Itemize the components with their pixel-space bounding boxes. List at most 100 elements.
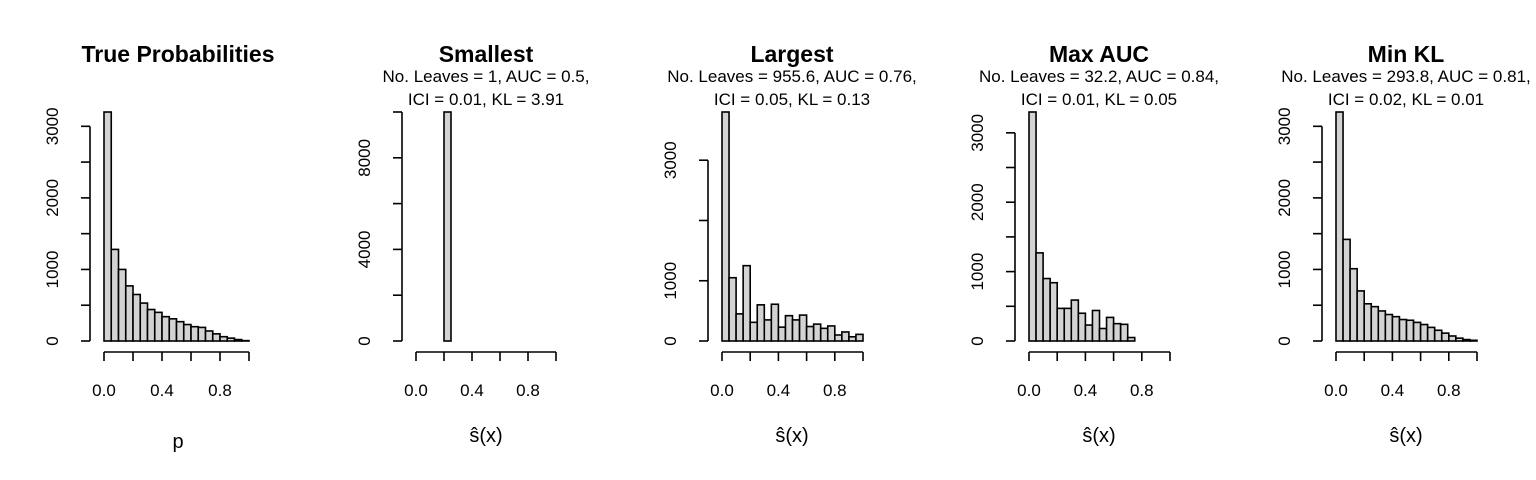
- histogram-bar: [1412, 321, 1422, 342]
- histogram-bar: [1042, 277, 1051, 342]
- histogram-bar: [1035, 252, 1044, 342]
- y-tick-label: 1000: [1275, 251, 1294, 289]
- histogram-bar: [749, 321, 759, 342]
- x-tick-label: 0.4: [150, 381, 174, 400]
- x-axis-label: ŝ(x): [1389, 425, 1422, 447]
- panel-title: Largest: [750, 41, 833, 67]
- panel-subtitle-line: No. Leaves = 1, AUC = 0.5,: [383, 67, 590, 86]
- y-tick-label: 0: [968, 336, 987, 345]
- histogram-bar: [1455, 337, 1464, 342]
- histogram-bar: [798, 314, 808, 342]
- histogram-bar: [1028, 111, 1037, 342]
- x-tick-label: 0.8: [208, 381, 232, 400]
- histogram-bar: [1119, 323, 1129, 342]
- y-tick-label: 2000: [1275, 179, 1294, 217]
- y-tick-label: 0: [661, 336, 680, 345]
- y-tick-label: 0: [1275, 336, 1294, 345]
- x-tick-label: 0.0: [710, 381, 734, 400]
- histogram-bar: [812, 323, 822, 342]
- x-tick-label: 0.4: [1074, 381, 1098, 400]
- histogram-bar: [1469, 339, 1478, 342]
- panel-subtitle-line: ICI = 0.01, KL = 3.91: [408, 90, 564, 109]
- histogram-bar: [1070, 299, 1080, 342]
- histogram-bar: [1342, 238, 1351, 342]
- histogram-bar: [791, 319, 801, 342]
- x-tick-label: 0.0: [404, 381, 428, 400]
- histogram-bar: [1335, 111, 1344, 342]
- x-tick-label: 0.8: [1130, 381, 1154, 400]
- histogram-bar: [197, 326, 207, 342]
- histogram-bar: [735, 313, 744, 342]
- panel-title: Min KL: [1368, 41, 1445, 67]
- panel-subtitle-line: No. Leaves = 293.8, AUC = 0.81,: [1281, 67, 1531, 86]
- histogram-bar: [182, 323, 192, 342]
- histogram-bar: [1091, 309, 1101, 342]
- x-tick-label: 0.8: [1437, 381, 1461, 400]
- histogram-bar: [1370, 305, 1380, 342]
- histogram-bar: [168, 318, 178, 342]
- histogram-bar: [848, 335, 857, 342]
- histogram-bar: [1063, 307, 1073, 342]
- histogram-bar: [1433, 329, 1443, 342]
- histogram-bar: [175, 320, 185, 342]
- panel-subtitle-line: No. Leaves = 955.6, AUC = 0.76,: [667, 67, 917, 86]
- histogram-bar: [1426, 326, 1436, 342]
- histogram-bar: [204, 330, 214, 342]
- histogram-bar: [1077, 312, 1087, 342]
- histogram-bar: [124, 285, 134, 342]
- panel-title: True Probabilities: [82, 41, 275, 67]
- y-tick-label: 3000: [43, 107, 62, 145]
- x-tick-label: 0.4: [767, 381, 791, 400]
- histogram-bar: [219, 335, 229, 342]
- histogram-bar: [161, 315, 171, 342]
- histogram-bar: [1049, 281, 1059, 342]
- panel-subtitle-line: ICI = 0.02, KL = 0.01: [1328, 90, 1484, 109]
- histogram-bar: [742, 264, 752, 342]
- y-tick-label: 0: [43, 336, 62, 345]
- x-tick-label: 0.0: [1017, 381, 1041, 400]
- histogram-bar: [139, 302, 149, 342]
- histogram-bar: [1398, 318, 1408, 342]
- histogram-bar: [1363, 302, 1373, 342]
- histogram-bar: [103, 111, 113, 342]
- histogram-bar: [841, 331, 850, 342]
- histogram-bar: [1419, 323, 1429, 342]
- histogram-bar: [1356, 290, 1366, 342]
- histogram-bar: [153, 311, 163, 342]
- histogram-bar: [855, 333, 864, 342]
- histogram-bar: [443, 111, 452, 342]
- y-tick-label: 8000: [355, 139, 374, 177]
- histogram-bar: [1105, 316, 1115, 342]
- y-tick-label: 3000: [661, 141, 680, 179]
- x-tick-label: 0.8: [516, 381, 540, 400]
- histogram-bar: [1377, 310, 1387, 342]
- y-tick-label: 1000: [43, 251, 62, 289]
- histogram-bar: [1440, 332, 1450, 342]
- panel-1: True Probabilities 0 1000 2000 3000 0.0 0.4 0.8…: [43, 41, 275, 453]
- histogram-bar: [1405, 319, 1415, 342]
- x-axis-label: ŝ(x): [1082, 425, 1115, 447]
- panel-title: Max AUC: [1049, 41, 1149, 67]
- y-tick-label: 3000: [968, 114, 987, 152]
- y-tick-label: 4000: [355, 230, 374, 268]
- histogram-bar: [233, 338, 243, 342]
- x-tick-label: 0.4: [460, 381, 484, 400]
- histogram-bar: [1098, 327, 1108, 342]
- y-tick-label: 0: [355, 336, 374, 345]
- x-tick-label: 0.4: [1381, 381, 1405, 400]
- x-axis-label: ŝ(x): [469, 425, 502, 447]
- histogram-bar: [1112, 322, 1122, 342]
- histogram-bar: [784, 314, 794, 342]
- histogram-bar: [110, 248, 120, 342]
- histogram-bar: [777, 326, 787, 342]
- histogram-bar: [819, 327, 829, 342]
- histogram-bar: [1126, 336, 1136, 342]
- histogram-bar: [833, 334, 843, 342]
- histogram-bar: [226, 337, 236, 342]
- histogram-bar: [146, 308, 156, 342]
- histogram-bar: [1056, 307, 1066, 342]
- panel-subtitle-line: No. Leaves = 32.2, AUC = 0.84,: [979, 67, 1219, 86]
